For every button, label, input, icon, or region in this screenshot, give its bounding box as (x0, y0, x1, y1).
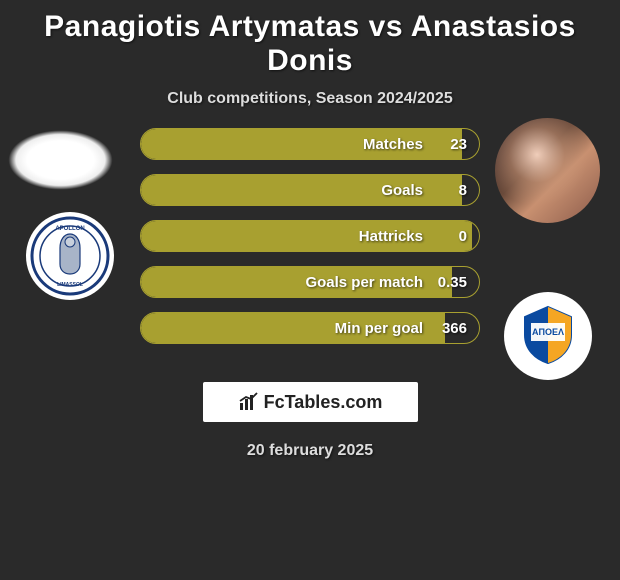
stat-row: Goals per match 0.35 (140, 266, 480, 298)
brand-badge: FcTables.com (203, 382, 418, 422)
stat-label: Hattricks (141, 221, 429, 251)
stat-label: Goals per match (141, 267, 429, 297)
stat-label: Matches (141, 129, 429, 159)
stat-value: 23 (450, 129, 467, 159)
stat-value: 8 (459, 175, 467, 205)
stat-value: 0.35 (438, 267, 467, 297)
stat-row: Matches 23 (140, 128, 480, 160)
comparison-panel: APOLLON LIMASSOL ΑΠΟΕΛ Matches 23 Goals … (0, 128, 620, 378)
stat-rows: Matches 23 Goals 8 Hattricks 0 Goals per… (140, 128, 480, 358)
apoel-crest-icon: ΑΠΟΕΛ (509, 297, 587, 375)
stat-row: Hattricks 0 (140, 220, 480, 252)
svg-text:ΑΠΟΕΛ: ΑΠΟΕΛ (532, 327, 564, 337)
stat-row: Min per goal 366 (140, 312, 480, 344)
stat-value: 366 (442, 313, 467, 343)
subtitle: Club competitions, Season 2024/2025 (0, 90, 620, 108)
stat-value: 0 (459, 221, 467, 251)
stat-label: Min per goal (141, 313, 429, 343)
svg-text:APOLLON: APOLLON (55, 226, 84, 232)
stat-label: Goals (141, 175, 429, 205)
page-title: Panagiotis Artymatas vs Anastasios Donis (0, 0, 620, 78)
date-text: 20 february 2025 (0, 442, 620, 460)
player-left-club-badge: APOLLON LIMASSOL (26, 212, 114, 300)
player-right-avatar (495, 118, 600, 223)
player-right-club-badge: ΑΠΟΕΛ (504, 292, 592, 380)
stat-row: Goals 8 (140, 174, 480, 206)
svg-text:LIMASSOL: LIMASSOL (57, 282, 83, 288)
chart-icon (238, 391, 260, 413)
brand-text: FcTables.com (264, 392, 383, 413)
player-left-avatar (8, 130, 113, 190)
apollon-crest-icon: APOLLON LIMASSOL (30, 216, 110, 296)
